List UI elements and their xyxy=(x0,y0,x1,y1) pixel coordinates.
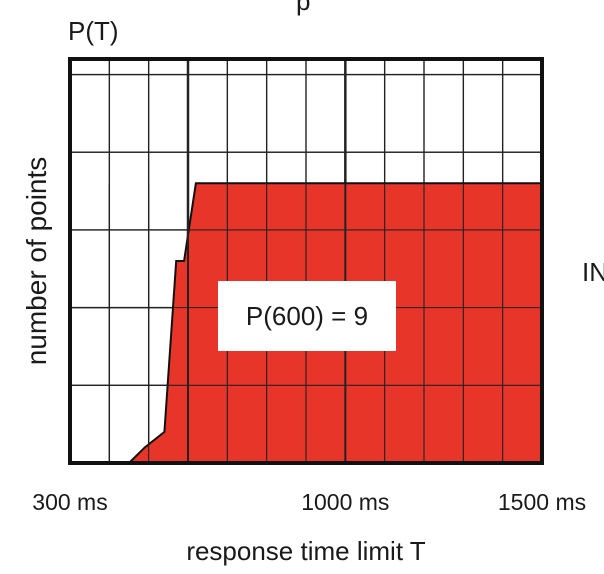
plot-frame xyxy=(68,57,544,465)
x-tick-label: 1500 ms xyxy=(498,489,586,515)
x-tick-label: 300 ms xyxy=(32,489,107,515)
x-axis-label: response time limit T xyxy=(186,536,425,566)
clipped-top-text: p xyxy=(296,0,310,16)
chart-title: P(T) xyxy=(68,16,119,46)
x-tick-label: 1000 ms xyxy=(301,489,389,515)
annotation-box: P(600) = 9 xyxy=(218,281,396,351)
clipped-right-text: IN xyxy=(582,257,604,287)
annotation-text: P(600) = 9 xyxy=(246,301,368,331)
x-tick-labels: 300 ms 1000 ms 1500 ms xyxy=(32,489,586,515)
y-axis-label: number of points xyxy=(21,157,52,366)
